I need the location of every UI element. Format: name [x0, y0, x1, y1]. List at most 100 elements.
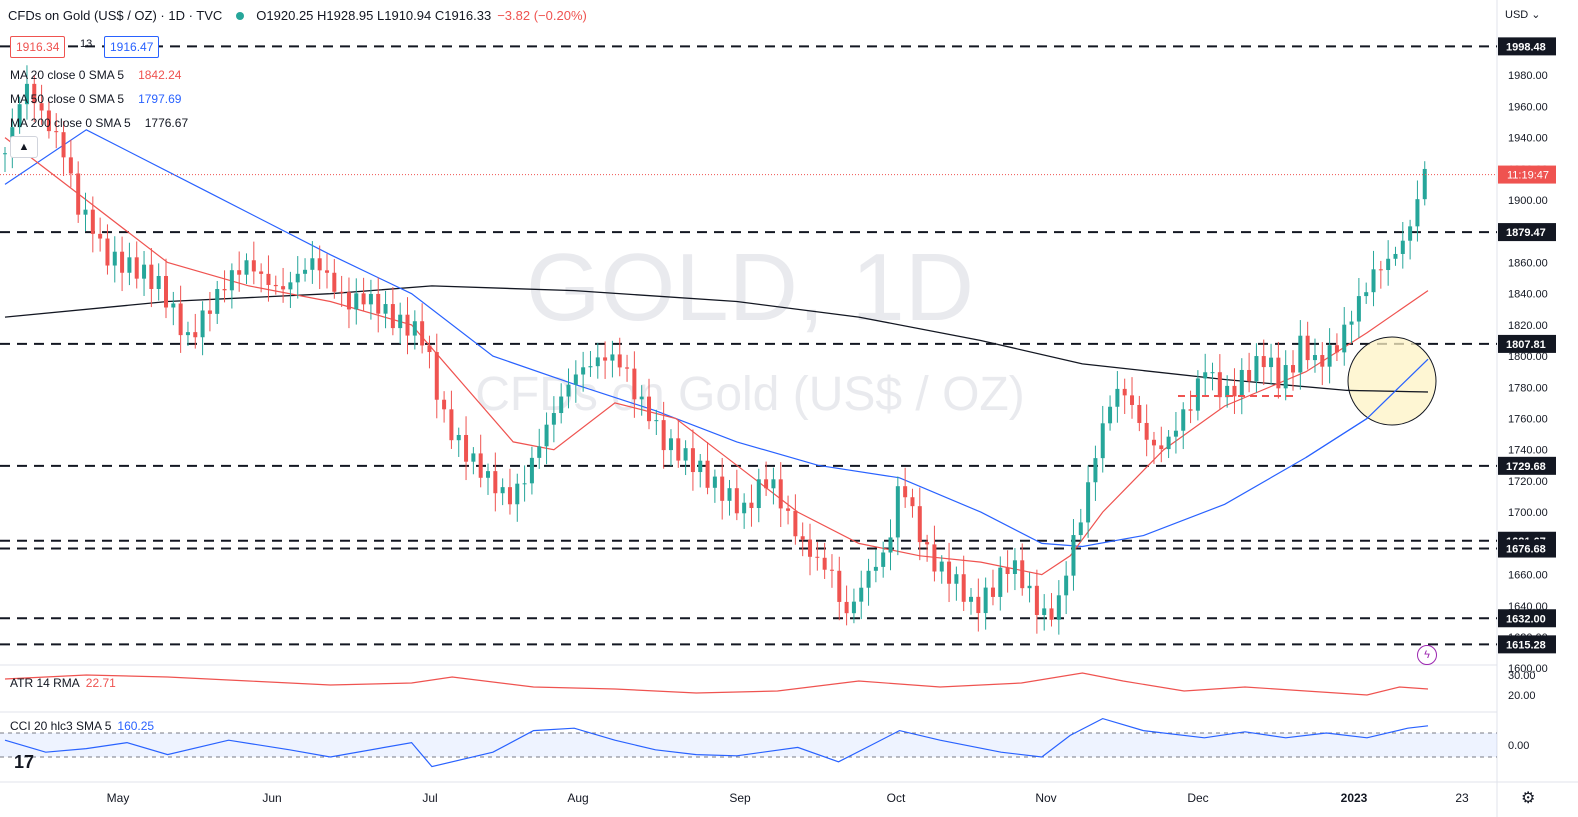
candle-body — [529, 457, 534, 484]
ma200-legend[interactable]: MA 200 close 0 SMA 5 1776.67 — [10, 116, 188, 130]
buy-price-button[interactable]: 1916.47 — [104, 36, 160, 58]
candle-body — [266, 273, 271, 285]
candle-body — [917, 506, 922, 543]
ma50-line-overlay — [1305, 358, 1429, 459]
spread-value: 13 — [80, 38, 93, 50]
candle-body — [786, 508, 791, 511]
change-readout: −3.82 (−0.20%) — [497, 8, 587, 23]
candle-body — [1064, 575, 1069, 596]
ma50-legend[interactable]: MA 50 close 0 SMA 5 1797.69 — [10, 92, 181, 106]
candle-body — [207, 310, 212, 314]
candle-body — [588, 366, 593, 368]
candle-body — [764, 479, 769, 489]
candle-body — [222, 288, 227, 291]
candle-body — [1378, 269, 1383, 271]
candle-body — [1049, 608, 1054, 620]
symbol-title[interactable]: CFDs on Gold (US$ / OZ) · 1D · TVC — [8, 8, 223, 23]
candle-body — [603, 357, 608, 361]
candle-body — [1020, 560, 1025, 589]
candle-body — [573, 374, 578, 385]
candle-body — [1349, 321, 1354, 325]
candle-body — [32, 83, 37, 104]
cci-legend[interactable]: CCI 20 hlc3 SMA 5 160.25 — [10, 719, 154, 733]
candle-body — [1247, 369, 1252, 382]
level-label-box — [1498, 456, 1556, 475]
y-tick-label: 1960.00 — [1508, 101, 1548, 113]
y-tick-label: 1940.00 — [1508, 133, 1548, 145]
atr-legend[interactable]: ATR 14 RMA 22.71 — [10, 676, 116, 690]
candle-body — [654, 420, 659, 422]
candle-body — [808, 539, 813, 557]
chevron-down-icon: ⌄ — [1531, 9, 1541, 21]
candle-body — [493, 471, 498, 494]
candle-body — [661, 420, 666, 451]
candle-body — [1261, 356, 1266, 368]
candle-body — [471, 453, 476, 462]
candle-body — [668, 438, 673, 451]
market-status-icon — [236, 11, 245, 20]
candle-body — [1159, 445, 1164, 450]
candle-body — [727, 488, 732, 501]
candle-body — [273, 284, 278, 287]
y-tick-label: 1740.00 — [1508, 445, 1548, 457]
gear-icon[interactable]: ⚙ — [1521, 790, 1536, 807]
candle-body — [3, 153, 7, 155]
ma50-value: 1797.69 — [138, 92, 182, 106]
candle-body — [281, 286, 286, 290]
currency-selector[interactable]: USD ⌄ — [1505, 8, 1541, 21]
candle-body — [325, 270, 330, 273]
y-tick-label: 1660.00 — [1508, 570, 1548, 582]
candle-body — [1415, 199, 1420, 227]
candle-body — [1151, 439, 1156, 446]
level-label-box — [1498, 539, 1556, 558]
candle-body — [76, 173, 81, 215]
candle-body — [1005, 567, 1010, 574]
candle-body — [1225, 385, 1230, 398]
candle-body — [1012, 560, 1017, 574]
candle-body — [259, 271, 264, 274]
candle-body — [712, 476, 717, 488]
candle-body — [1122, 388, 1127, 396]
level-label-box — [1498, 223, 1556, 242]
candle-body — [390, 304, 395, 329]
lightning-icon[interactable]: ϟ — [1417, 645, 1437, 665]
candle-body — [1210, 372, 1215, 374]
candle-body — [559, 396, 564, 414]
candle-body — [1386, 258, 1391, 271]
candle-body — [683, 448, 688, 461]
candle-body — [478, 453, 483, 478]
ohlc-readout: O1920.25 H1928.95 L1910.94 C1916.33 — [256, 8, 492, 23]
candle-body — [288, 282, 293, 290]
candle-body — [990, 587, 995, 597]
candle-body — [581, 367, 586, 375]
y-tick-label: 1700.00 — [1508, 507, 1548, 519]
y-tick-label: 1820.00 — [1508, 320, 1548, 332]
candle-body — [632, 368, 637, 400]
candle-body — [639, 396, 644, 400]
candle-body — [127, 257, 132, 273]
atr-value: 22.71 — [85, 676, 116, 690]
candle-body — [17, 104, 22, 128]
collapse-legend-button[interactable]: ▲ — [10, 136, 38, 158]
cci-line — [4, 717, 1429, 768]
ma20-legend[interactable]: MA 20 close 0 SMA 5 1842.24 — [10, 68, 181, 82]
candle-body — [1034, 585, 1039, 615]
candle-body — [1400, 240, 1405, 254]
candle-body — [551, 413, 556, 425]
candle-body — [815, 556, 820, 558]
candle-body — [1115, 388, 1120, 407]
candle-body — [185, 332, 190, 336]
sell-price-button[interactable]: 1916.34 — [10, 36, 66, 58]
candle-body — [1356, 296, 1361, 322]
y-tick-label: 1840.00 — [1508, 289, 1548, 301]
candle-body — [456, 434, 461, 441]
candle-body — [734, 488, 739, 514]
candle-body — [873, 566, 878, 571]
level-label: 1879.47 — [1506, 227, 1546, 239]
tradingview-logo-icon[interactable]: 17 — [14, 752, 35, 772]
atr-line — [4, 672, 1429, 696]
candle-body — [544, 424, 549, 447]
x-tick-label: 23 — [1455, 791, 1469, 805]
candle-body — [625, 367, 630, 369]
